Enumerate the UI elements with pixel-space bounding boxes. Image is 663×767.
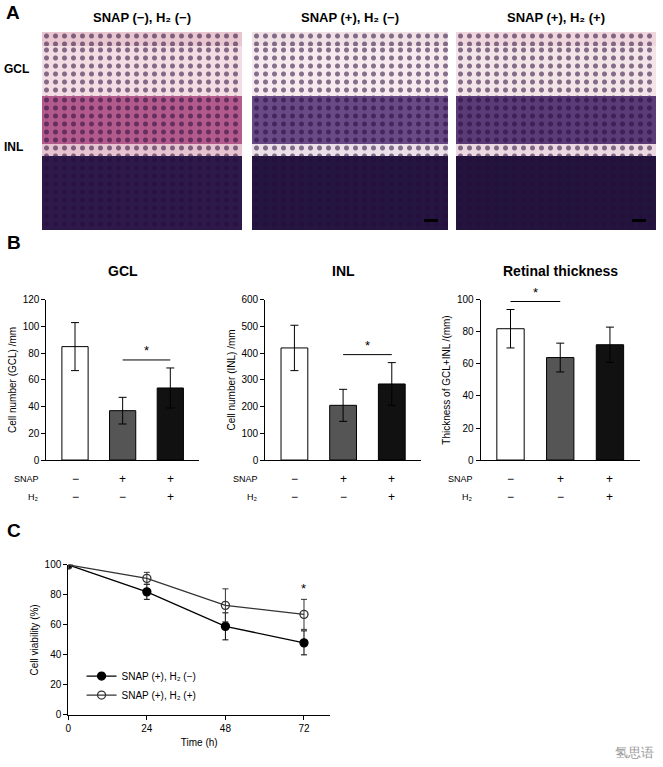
svg-text:H₂: H₂ <box>462 492 472 502</box>
svg-text:40: 40 <box>28 401 40 412</box>
svg-text:Cell viability (%): Cell viability (%) <box>29 604 40 675</box>
svg-text:+: + <box>167 490 174 504</box>
svg-text:0: 0 <box>253 455 259 466</box>
html-text:GCL: GCL <box>4 62 30 76</box>
html-text:SNAP (−), H₂ (−): SNAP (−), H₂ (−) <box>93 10 191 25</box>
svg-text:+: + <box>119 472 126 486</box>
svg-text:100: 100 <box>45 559 62 570</box>
svg-text:+: + <box>606 490 613 504</box>
svg-text:+: + <box>557 472 564 486</box>
svg-text:C: C <box>7 520 21 541</box>
svg-text:*: * <box>533 285 538 300</box>
svg-text:72: 72 <box>298 723 310 734</box>
svg-text:+: + <box>606 472 613 486</box>
svg-text:*: * <box>144 343 149 358</box>
svg-text:−: − <box>291 472 298 486</box>
svg-text:*: * <box>301 581 306 596</box>
svg-text:120: 120 <box>23 294 40 305</box>
svg-text:48: 48 <box>220 723 232 734</box>
svg-text:GCL: GCL <box>108 263 138 279</box>
svg-text:−: − <box>72 490 79 504</box>
svg-text:INL: INL <box>332 263 355 279</box>
svg-text:100: 100 <box>242 428 259 439</box>
svg-text:100: 100 <box>23 321 40 332</box>
svg-text:0: 0 <box>66 723 72 734</box>
svg-text:−: − <box>291 490 298 504</box>
html-text:SNAP (+), H₂ (+): SNAP (+), H₂ (+) <box>507 10 605 25</box>
svg-text:Thickness of GCL+INL /(mm): Thickness of GCL+INL /(mm) <box>441 315 452 444</box>
svg-text:600: 600 <box>242 294 259 305</box>
svg-text:−: − <box>119 490 126 504</box>
svg-text:Retinal thickness: Retinal thickness <box>503 263 618 279</box>
svg-text:100: 100 <box>457 294 474 305</box>
svg-text:氢思语: 氢思语 <box>615 745 654 760</box>
svg-text:0: 0 <box>468 455 474 466</box>
svg-text:Cell number (INL) /mm: Cell number (INL) /mm <box>226 329 237 430</box>
svg-text:200: 200 <box>242 401 259 412</box>
svg-text:400: 400 <box>242 348 259 359</box>
svg-text:0: 0 <box>56 709 62 720</box>
svg-text:−: − <box>507 490 514 504</box>
svg-text:40: 40 <box>50 649 62 660</box>
svg-text:*: * <box>365 338 370 353</box>
svg-text:24: 24 <box>141 723 153 734</box>
svg-text:−: − <box>72 472 79 486</box>
html-text:A: A <box>6 2 20 23</box>
svg-text:60: 60 <box>463 358 475 369</box>
svg-text:H₂: H₂ <box>247 492 257 502</box>
svg-text:SNAP: SNAP <box>448 474 473 484</box>
svg-text:80: 80 <box>463 326 475 337</box>
svg-text:500: 500 <box>242 321 259 332</box>
svg-text:+: + <box>340 472 347 486</box>
svg-text:SNAP (+), H₂ (−): SNAP (+), H₂ (−) <box>122 671 196 682</box>
svg-text:SNAP (+), H₂ (+): SNAP (+), H₂ (+) <box>122 690 196 701</box>
svg-text:60: 60 <box>50 619 62 630</box>
svg-text:20: 20 <box>50 679 62 690</box>
svg-text:80: 80 <box>50 589 62 600</box>
svg-text:H₂: H₂ <box>28 492 38 502</box>
svg-text:−: − <box>557 490 564 504</box>
svg-text:−: − <box>340 490 347 504</box>
svg-text:Cell number (GCL) /mm: Cell number (GCL) /mm <box>7 327 18 433</box>
html-text:SNAP (+), H₂ (−): SNAP (+), H₂ (−) <box>301 10 399 25</box>
svg-text:20: 20 <box>28 428 40 439</box>
svg-text:Time (h): Time (h) <box>181 737 218 748</box>
svg-text:20: 20 <box>463 423 475 434</box>
html-text:INL: INL <box>4 140 24 154</box>
svg-text:+: + <box>388 490 395 504</box>
svg-text:0: 0 <box>34 455 40 466</box>
svg-text:300: 300 <box>242 374 259 385</box>
svg-text:SNAP: SNAP <box>233 474 258 484</box>
svg-text:B: B <box>7 235 21 253</box>
svg-text:60: 60 <box>28 374 40 385</box>
svg-text:+: + <box>388 472 395 486</box>
svg-text:40: 40 <box>463 390 475 401</box>
svg-text:SNAP: SNAP <box>14 474 39 484</box>
svg-text:+: + <box>167 472 174 486</box>
svg-text:80: 80 <box>28 348 40 359</box>
svg-text:−: − <box>507 472 514 486</box>
